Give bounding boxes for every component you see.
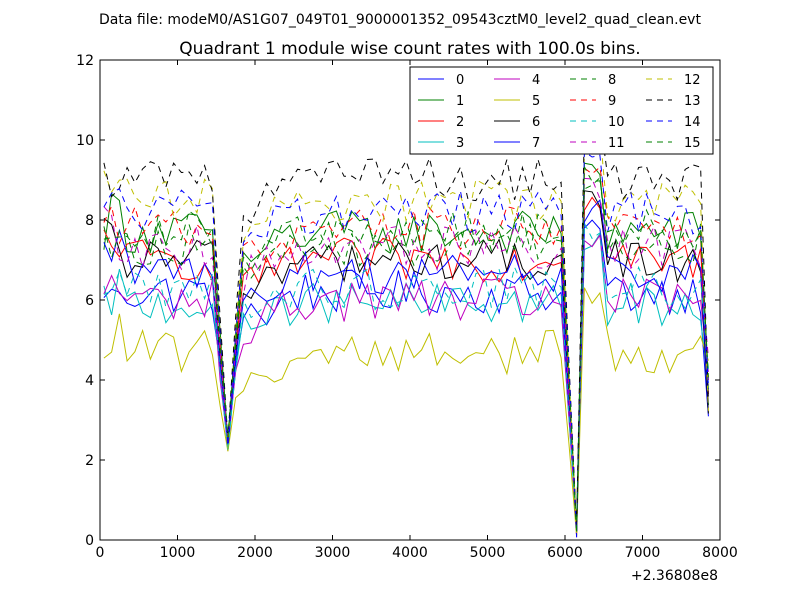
series-line-8: [103, 176, 709, 537]
figure-suptitle: Data file: modeM0/AS1G07_049T01_90000013…: [99, 12, 701, 28]
y-tick-label: 10: [76, 133, 94, 149]
legend-label: 2: [456, 115, 464, 130]
x-tick-label: 7000: [625, 545, 661, 561]
series-line-2: [103, 196, 709, 535]
series-line-13: [103, 116, 709, 530]
legend-label: 0: [456, 73, 464, 88]
x-tick-label: 5000: [470, 545, 506, 561]
series-line-12: [103, 131, 709, 533]
x-tick-label: 1000: [160, 545, 196, 561]
series-line-15: [103, 166, 709, 534]
legend-label: 3: [456, 136, 464, 151]
chart-title: Quadrant 1 module wise count rates with …: [179, 39, 640, 59]
x-offset-label: +2.36808e8: [631, 568, 718, 584]
series-line-11: [103, 177, 709, 537]
legend-label: 14: [684, 115, 701, 130]
y-tick-label: 8: [85, 213, 94, 229]
x-tick-label: 2000: [237, 545, 273, 561]
legend-label: 15: [684, 136, 701, 151]
y-tick-label: 6: [85, 293, 94, 309]
legend-label: 6: [532, 115, 540, 130]
series-line-10: [103, 223, 709, 529]
legend-label: 1: [456, 94, 464, 109]
legend-box: [409, 66, 714, 155]
legend-label: 13: [684, 94, 701, 109]
legend-label: 12: [684, 73, 701, 88]
y-tick-label: 4: [85, 373, 94, 389]
axes: 0 1000 2000 3000 4000 5000 6000 7000 80000246810…: [76, 53, 738, 561]
series-line-0: [103, 219, 709, 531]
y-tick-label: 0: [85, 533, 94, 549]
x-tick-label: 8000: [702, 545, 738, 561]
y-tick-label: 12: [76, 53, 94, 69]
x-tick-label: 4000: [392, 545, 428, 561]
y-tick-label: 2: [85, 453, 94, 469]
series-line-6: [103, 190, 709, 532]
series-line-4: [103, 233, 709, 528]
legend-label: 7: [532, 136, 540, 151]
x-tick-label: 6000: [547, 545, 583, 561]
legend-label: 5: [532, 94, 540, 109]
series-line-5: [103, 287, 709, 536]
legend-label: 9: [608, 94, 616, 109]
legend-label: 11: [608, 136, 625, 151]
legend-label: 8: [608, 73, 616, 88]
legend-label: 4: [532, 73, 540, 88]
x-tick-label: 0: [96, 545, 105, 561]
series-lines: [103, 116, 709, 538]
x-tick-label: 3000: [315, 545, 351, 561]
legend-label: 10: [608, 115, 625, 130]
